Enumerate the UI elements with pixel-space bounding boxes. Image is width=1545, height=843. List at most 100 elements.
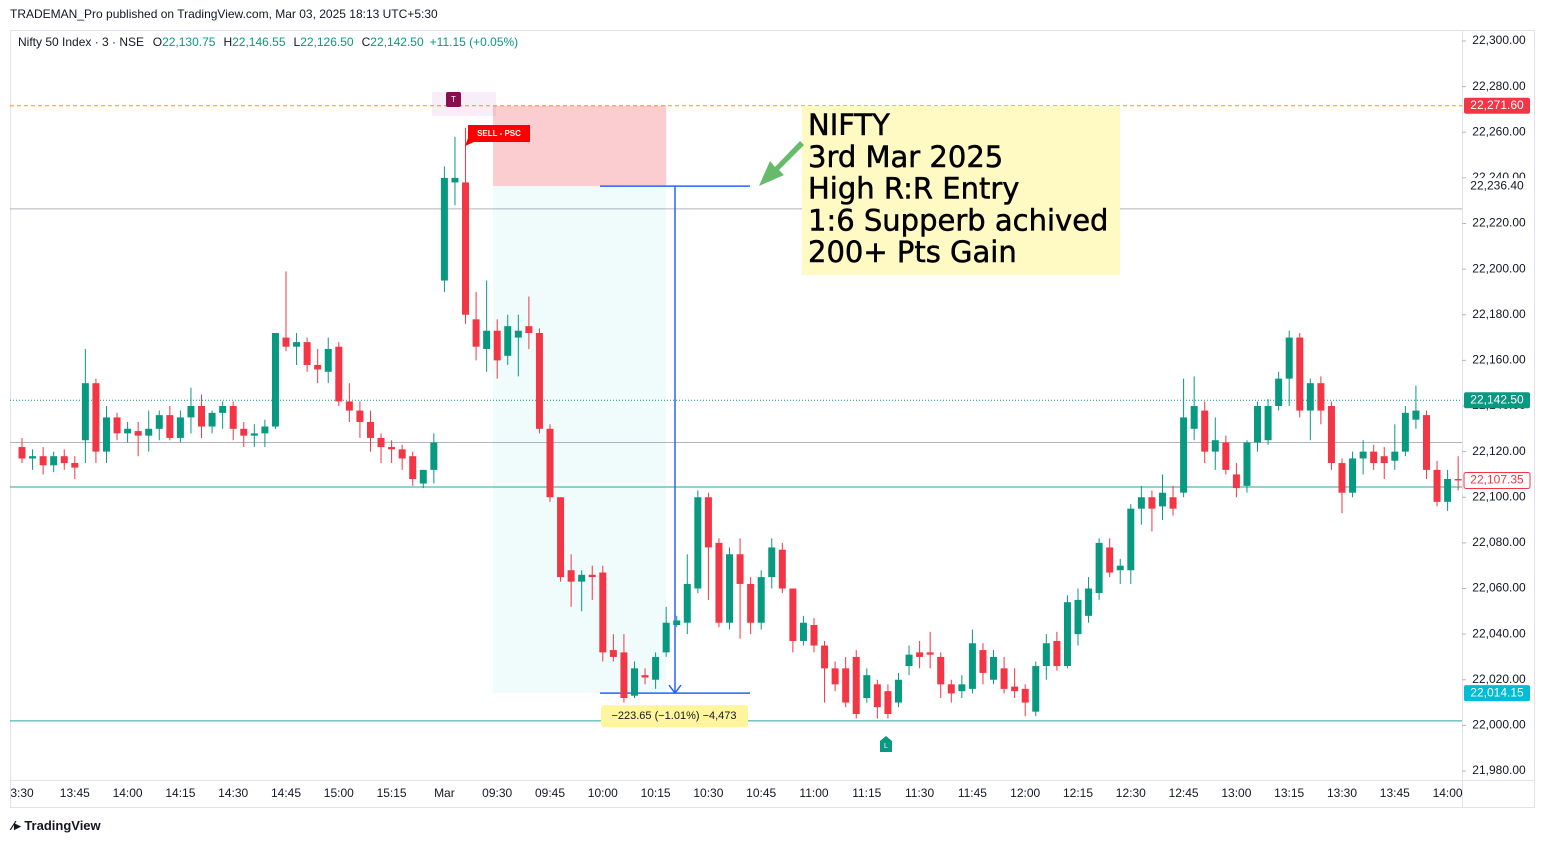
x-tick-label: 14:30 (218, 786, 248, 800)
x-tick-label: 11:30 (905, 786, 934, 800)
y-tick-label: 22,260.00 (1472, 124, 1526, 138)
long-marker (880, 736, 892, 752)
candle-body (1095, 542, 1103, 594)
y-tick-label: 22,000.00 (1472, 718, 1526, 732)
candle-body (1137, 497, 1145, 509)
candle-body (1053, 640, 1061, 667)
candle-body (504, 326, 512, 356)
candle-body (1422, 415, 1430, 470)
candle-body (483, 330, 491, 349)
candle-body (990, 656, 998, 680)
candle-body (852, 656, 860, 714)
candle-body (768, 547, 776, 578)
price-label-box (1464, 97, 1530, 114)
candle-body (863, 675, 871, 698)
y-tick-label: 22,040.00 (1472, 626, 1526, 640)
candle-body (641, 675, 649, 678)
candle-body (18, 447, 26, 459)
candle-body (1063, 602, 1071, 667)
candle-body (842, 668, 850, 703)
candle-body (1349, 458, 1357, 493)
candle-body (1317, 383, 1325, 411)
price-label: 22,142.50 (1470, 392, 1524, 406)
x-tick-label: Mar (434, 786, 455, 800)
candle-body (39, 456, 47, 466)
candle-body (726, 554, 734, 623)
candle-body (293, 342, 301, 347)
candle-body (1158, 492, 1166, 507)
candle-body (50, 456, 58, 466)
annotation-line: 3rd Mar 2025 (808, 140, 1003, 174)
candle-body (208, 412, 216, 427)
candle-body (1032, 666, 1040, 712)
y-tick-label: 21,980.00 (1472, 763, 1526, 777)
candle-body (1116, 565, 1124, 571)
annotation-line: 1:6 Supperb achived (808, 203, 1108, 237)
candle-body (757, 577, 765, 623)
candle-body (831, 668, 839, 685)
candle-body (1021, 688, 1029, 703)
long-text: L (884, 743, 888, 750)
x-tick-label: 3:30 (10, 786, 34, 800)
x-tick-label: 14:00 (1433, 786, 1463, 800)
candle-body (324, 348, 332, 372)
candle-body (155, 415, 163, 429)
candle-body (609, 650, 617, 657)
x-tick-label: 13:00 (1221, 786, 1251, 800)
x-tick-label: 10:45 (746, 786, 776, 800)
candle-body (1127, 508, 1135, 571)
candle-body (1264, 406, 1272, 441)
candle-body (29, 456, 37, 459)
arrow-head (668, 684, 682, 695)
candle-body (514, 330, 522, 338)
legend-key: H (223, 35, 233, 49)
x-tick-label: 13:15 (1274, 786, 1304, 800)
candle-body (1380, 456, 1388, 464)
candle-body (1391, 451, 1399, 461)
candle-body (1000, 668, 1008, 689)
candle-body (789, 588, 797, 641)
annotation-line: 200+ Pts Gain (808, 235, 1017, 269)
price-label: 22,107.35 (1470, 473, 1524, 487)
candle-body (599, 572, 607, 653)
x-tick-label: 11:00 (799, 786, 828, 800)
candle-body (388, 447, 396, 450)
sell-label (468, 125, 530, 142)
measure-label: −223.65 (−1.01%) −4,473 (611, 710, 736, 722)
annotation-arrow (759, 141, 804, 186)
candle-body (937, 656, 945, 685)
candle-body (926, 652, 934, 655)
candle-body (1074, 599, 1082, 635)
brand: ⁄▸ TradingView (12, 818, 101, 833)
candle-body (145, 428, 153, 436)
candle-body (1254, 406, 1262, 443)
candle-body (1106, 547, 1114, 573)
candle-body (557, 497, 565, 578)
candle-body (493, 330, 501, 361)
candle-body (1169, 497, 1177, 509)
candle-body (1454, 479, 1462, 481)
publish-info: TRADEMAN_Pro published on TradingView.co… (10, 7, 438, 21)
candle-body (546, 428, 554, 498)
y-tick-label: 22,200.00 (1472, 261, 1526, 275)
candle-body (810, 625, 818, 646)
x-tick-label: 13:45 (60, 786, 90, 800)
candle-body (229, 406, 237, 429)
candle-body (81, 383, 89, 441)
annotation-line: High R:R Entry (808, 172, 1019, 206)
price-label: 22,236.40 (1470, 178, 1524, 192)
candle-body (60, 456, 68, 464)
candle-body (884, 691, 892, 714)
candle-body (1243, 442, 1251, 486)
legend: Nifty 50 Index · 3 · NSE O22,130.75 H22,1… (18, 35, 524, 49)
candle-body (916, 652, 924, 657)
target-zone (492, 186, 667, 694)
candle-body (873, 684, 881, 708)
candle-body (113, 417, 121, 434)
candle-body (1211, 440, 1219, 452)
price-label-box (1463, 471, 1531, 489)
change: +11.15 (+0.05%) (429, 35, 519, 49)
candle-body (715, 542, 723, 623)
stop-zone (492, 105, 667, 187)
candle-body (1370, 451, 1378, 464)
